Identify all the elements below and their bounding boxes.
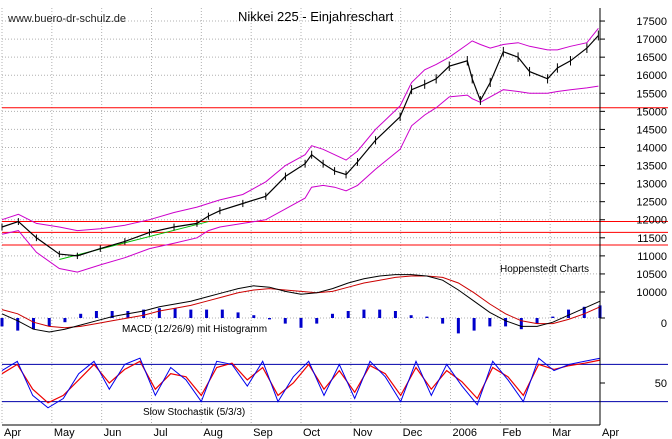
y-tick-label: 13500	[636, 161, 667, 173]
y-tick-label: 13000	[636, 179, 667, 191]
x-tick-label: Apr	[4, 427, 21, 439]
stochastic-panel	[1, 357, 668, 409]
watermark: www.buero-dr-schulz.de	[7, 13, 126, 25]
stochastic-k-line	[1, 357, 601, 409]
x-tick-label: Sep	[253, 427, 273, 439]
y-tick-label: 15000	[636, 106, 667, 118]
chart-title: Nikkei 225 - Einjahreschart	[238, 9, 394, 24]
x-tick-label: Dec	[403, 427, 423, 439]
gridlines	[1, 8, 601, 425]
x-tick-label: Jun	[104, 427, 122, 439]
y-tick-label: 50	[655, 378, 667, 390]
x-tick-label: May	[54, 427, 75, 439]
x-tick-label: Nov	[353, 427, 373, 439]
y-tick-label: 10000	[636, 287, 667, 299]
y-tick-label: 17500	[636, 16, 667, 28]
x-tick-label: Apr	[602, 427, 619, 439]
x-tick-label: Oct	[303, 427, 320, 439]
y-tick-label: 0	[661, 318, 667, 330]
price-panel	[1, 27, 668, 273]
y-tick-label: 11500	[637, 233, 667, 245]
macd-panel	[0, 274, 602, 334]
axes: Apr May Jun Jul Aug Sep Oct Nov Dec 2006 Feb Mar Apr…	[2, 8, 667, 439]
macd-title: MACD (12/26/9) mit Histogramm	[122, 324, 267, 335]
stochastic-d-line	[1, 359, 601, 404]
y-tick-label: 10500	[636, 269, 667, 281]
stochastic-title: Slow Stochastik (5/3/3)	[143, 407, 245, 418]
x-tick-label: Jul	[154, 427, 168, 439]
y-tick-label: 12000	[636, 215, 667, 227]
x-tick-label: Mar	[552, 427, 571, 439]
y-tick-label: 11000	[637, 251, 667, 263]
y-tick-label: 16000	[636, 70, 667, 82]
y-tick-label: 15500	[636, 88, 667, 100]
x-tick-label: 2006	[453, 427, 477, 439]
y-tick-label: 14500	[636, 124, 667, 136]
bollinger-upper	[1, 27, 599, 232]
macd-signal-line	[1, 275, 601, 329]
macd-line	[1, 274, 601, 333]
y-tick-label: 17000	[636, 34, 667, 46]
x-tick-label: Aug	[203, 427, 223, 439]
credit-label: Hoppenstedt Charts	[500, 264, 589, 275]
y-tick-label: 16500	[636, 52, 667, 64]
bollinger-lower	[1, 85, 599, 273]
y-tick-label: 14000	[636, 142, 667, 154]
y-tick-label: 12500	[636, 197, 667, 209]
x-tick-label: Feb	[502, 427, 521, 439]
